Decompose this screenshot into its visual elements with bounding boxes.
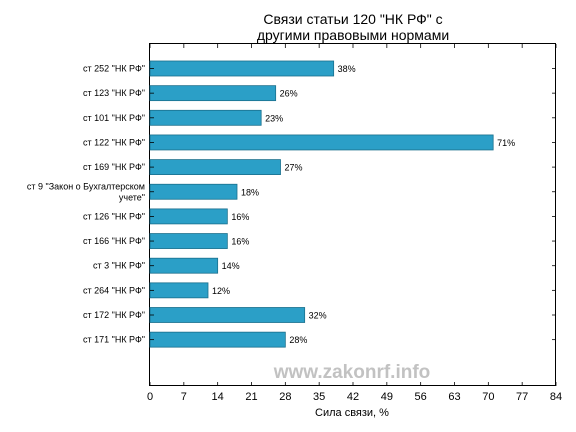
category-label: ст 166 "НК РФ" [83,236,145,246]
category-label: ст 123 "НК РФ" [83,88,145,98]
x-tick-label: 21 [245,391,257,403]
bar-value-label: 23% [265,113,283,123]
bar-value-label: 32% [309,311,327,321]
bar-value-label: 18% [241,187,259,197]
category-label: ст 264 "НК РФ" [83,285,145,295]
bars-layer [149,60,494,348]
category-label: учете" [119,192,145,202]
bar [149,183,238,200]
x-tick-label: 63 [448,391,460,403]
category-label: ст 122 "НК РФ" [83,137,145,147]
bar [149,60,335,77]
bar-value-label: 27% [285,163,303,173]
bar-value-label: 16% [231,212,249,222]
x-tick-label: 35 [313,391,325,403]
bar-value-label: 26% [280,89,298,99]
bar [149,307,306,323]
category-label: ст 169 "НК РФ" [83,162,145,172]
category-label: ст 171 "НК РФ" [83,335,145,345]
bar-value-label: 14% [222,261,240,271]
category-label: ст 172 "НК РФ" [83,310,145,320]
chart-title-line-2: другими правовыми нормами [256,27,450,43]
bar [149,282,209,299]
chart-title-line-1: Связи статьи 120 "НК РФ" с [263,11,443,27]
x-tick-label: 49 [381,391,393,403]
x-tick-label: 14 [212,391,224,403]
category-label: ст 101 "НК РФ" [83,113,145,123]
bar [149,85,277,102]
category-label: ст 252 "НК РФ" [83,64,145,74]
x-axis-ticks-layer: 0 7 14 21 28 35 42 49 56 63 70 77 84 [147,44,562,403]
x-axis-label: Сила связи, % [315,407,389,419]
bar-value-label: 38% [338,64,356,74]
x-tick-label: 28 [279,391,291,403]
bar [149,331,286,348]
category-labels-layer: 38% ст 252 "НК РФ" 26% ст 123 "НК РФ" 23% ст … [27,64,556,345]
watermark: www.zakonrf.info [273,362,431,383]
category-label: ст 3 "НК РФ" [93,261,145,271]
plot-area-frame [149,43,556,386]
x-tick-label: 42 [347,391,359,403]
bar-value-label: 28% [289,335,307,345]
bar-value-label: 12% [212,286,230,296]
x-tick-label: 56 [415,391,427,403]
x-tick-label: 77 [516,391,528,403]
bar [149,233,228,249]
x-tick-label: 0 [147,391,153,403]
x-tick-label: 70 [482,391,494,403]
bar-value-label: 16% [231,237,249,247]
x-tick-label: 84 [550,391,562,403]
bar [149,208,228,225]
bar [149,257,219,274]
bar [149,109,262,126]
bar [149,159,281,176]
bar-value-label: 71% [497,138,515,148]
category-label: ст 126 "НК РФ" [83,211,145,221]
category-label: ст 9 "Закон о Бухгалтерском [27,181,145,191]
bar [149,134,494,151]
x-tick-label: 7 [181,391,187,403]
